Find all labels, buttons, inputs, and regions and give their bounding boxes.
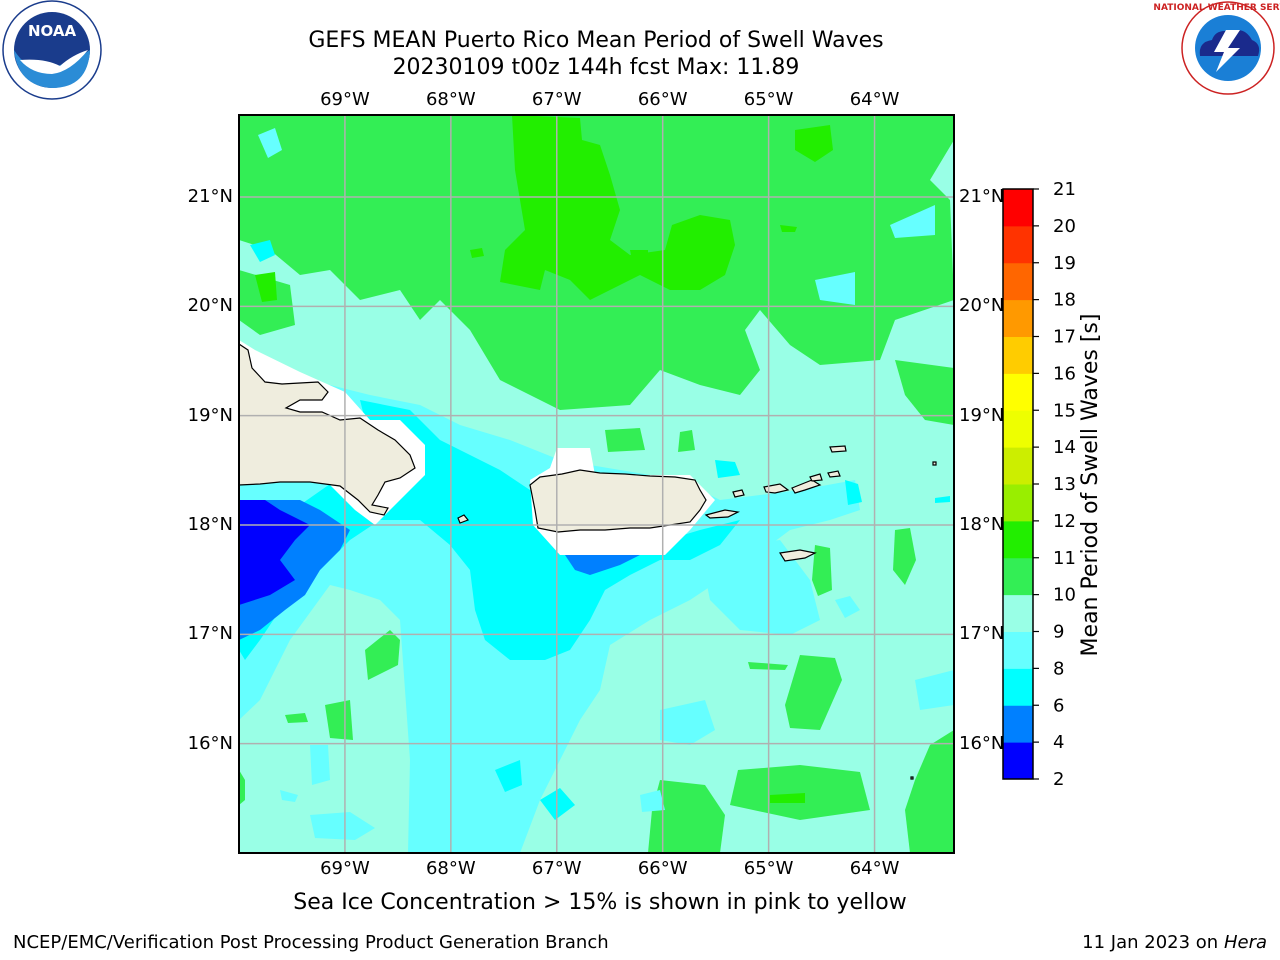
- colorbar: 2 4 6 8 9 10 11 12 13 14 15 16 17 18 19 20 21: [1002, 179, 1076, 790]
- colorbar-segment: [1003, 742, 1033, 780]
- colorbar-segment: [1003, 668, 1033, 706]
- colorbar-tick-label: 12: [1053, 511, 1076, 532]
- colorbar-tick-label: 16: [1053, 363, 1076, 384]
- noaa-logo-text: NOAA: [28, 22, 77, 40]
- lat-tick-label-left: 16°N: [187, 732, 233, 754]
- colorbar-label: Mean Period of Swell Waves [s]: [1078, 314, 1103, 657]
- gridlines: [239, 115, 954, 853]
- lon-tick-label-top: 66°W: [637, 89, 688, 110]
- colorbar-tick-label: 14: [1053, 437, 1076, 458]
- lat-tick-label-right: 16°N: [959, 732, 1005, 754]
- lat-tick-label-left: 18°N: [187, 514, 233, 535]
- lon-tick-label-bottom: 68°W: [425, 858, 476, 879]
- caption: Sea Ice Concentration > 15% is shown in …: [293, 890, 907, 915]
- colorbar-tick-label: 15: [1053, 400, 1076, 421]
- lat-tick-label-right: 17°N: [959, 623, 1005, 645]
- colorbar-tick-label: 4: [1053, 732, 1064, 753]
- colorbar-segment: [1003, 594, 1033, 632]
- lon-tick-label-bottom: 67°W: [531, 858, 582, 879]
- map-title: GEFS MEAN Puerto Rico Mean Period of Swe…: [308, 28, 884, 53]
- colorbar-tick-label: 18: [1053, 290, 1076, 311]
- contour-11-12: [255, 115, 833, 803]
- colorbar-segment: [1003, 225, 1033, 264]
- colorbar-segment: [1003, 520, 1033, 559]
- contour-field: [239, 115, 954, 853]
- lon-tick-label-bottom: 66°W: [637, 858, 688, 879]
- colorbar-segment: [1003, 262, 1033, 301]
- colorbar-tick-label: 8: [1053, 658, 1064, 679]
- lat-tick-label-left: 17°N: [187, 623, 233, 645]
- map-frame: [238, 114, 955, 854]
- colorbar-segment: [1003, 373, 1033, 411]
- lon-tick-label-top: 68°W: [425, 89, 476, 110]
- colorbar-segment: [1003, 299, 1033, 337]
- colorbar-segment: [1003, 557, 1033, 596]
- nws-logo-text: NATIONAL WEATHER SERVICE: [1153, 3, 1280, 13]
- colorbar-segment: [1003, 189, 1033, 227]
- lat-tick-label-left: 21°N: [187, 186, 233, 207]
- lat-tick-label-right: 18°N: [959, 514, 1005, 535]
- colorbar-tick-label: 21: [1053, 179, 1076, 200]
- lon-tick-label-top: 65°W: [743, 89, 794, 110]
- colorbar-tick-label: 6: [1053, 695, 1064, 716]
- colorbar-tick-label: 19: [1053, 253, 1076, 274]
- colorbar-segment: [1003, 631, 1033, 669]
- lat-tick-label-left: 20°N: [187, 295, 233, 317]
- colorbar-segment: [1003, 336, 1033, 374]
- nws-logo: NATIONAL WEATHER SERVICE: [1153, 1, 1280, 95]
- lon-tick-label-bottom: 64°W: [849, 858, 900, 879]
- colorbar-tick-label: 11: [1053, 548, 1076, 569]
- lon-tick-label-bottom: 69°W: [320, 858, 370, 879]
- lat-tick-label-right: 21°N: [959, 186, 1005, 207]
- lon-tick-label-bottom: 65°W: [743, 858, 794, 879]
- colorbar-tick-label: 10: [1053, 585, 1076, 606]
- footer-left: NCEP/EMC/Verification Post Processing Pr…: [13, 932, 609, 953]
- lon-tick-label-top: 69°W: [320, 89, 370, 110]
- footer-host: Hera: [1223, 932, 1267, 953]
- colorbar-tick-label: 2: [1053, 769, 1064, 790]
- colorbar-tick-label: 20: [1053, 216, 1076, 237]
- lat-tick-label-right: 20°N: [959, 295, 1005, 317]
- colorbar-segment: [1003, 410, 1033, 448]
- contour-2-4: [239, 500, 310, 605]
- colorbar-tick-label: 17: [1053, 327, 1076, 348]
- colorbar-tick-label: 13: [1053, 474, 1076, 495]
- noaa-logo: NOAA: [2, 0, 102, 100]
- footer-right: 11 Jan 2023 on Hera: [1082, 932, 1267, 953]
- lat-tick-label-left: 19°N: [187, 404, 233, 426]
- lat-tick-label-right: 19°N: [959, 404, 1005, 426]
- lon-tick-label-top: 64°W: [849, 89, 900, 110]
- lon-tick-label-top: 67°W: [531, 89, 582, 110]
- colorbar-segment: [1003, 705, 1033, 743]
- map-subtitle: 20230109 t00z 144h fcst Max: 11.89: [392, 55, 800, 80]
- colorbar-tick-label: 9: [1053, 622, 1064, 643]
- footer-date: 11 Jan 2023 on: [1082, 932, 1224, 953]
- colorbar-segment: [1003, 484, 1033, 522]
- colorbar-segment: [1003, 447, 1033, 485]
